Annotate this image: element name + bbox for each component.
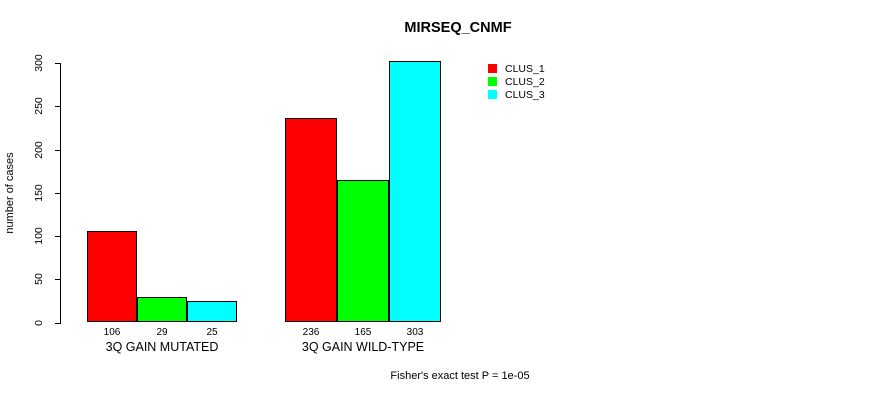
legend-item: CLUS_1 <box>488 62 545 75</box>
y-axis-tick-label: 150 <box>33 184 45 202</box>
legend-item: CLUS_3 <box>488 88 545 101</box>
legend: CLUS_1 CLUS_2 CLUS_3 <box>488 62 545 101</box>
y-axis-tick <box>55 192 61 194</box>
bar-value-label: 165 <box>354 327 372 338</box>
y-axis-title: number of cases <box>4 152 16 234</box>
y-axis-tick <box>55 149 61 151</box>
legend-swatch-icon <box>488 64 497 73</box>
legend-item: CLUS_2 <box>488 75 545 88</box>
legend-swatch-icon <box>488 90 497 99</box>
y-axis-tick-label: 250 <box>33 97 45 116</box>
footnote: Fisher's exact test P = 1e-05 <box>390 370 530 382</box>
legend-label: CLUS_3 <box>505 88 545 101</box>
bar-value-label: 236 <box>302 327 320 338</box>
bar-clus_2 <box>137 297 187 323</box>
legend-label: CLUS_1 <box>505 62 545 75</box>
bar-value-label: 106 <box>103 327 121 338</box>
y-axis-tick-label: 300 <box>33 54 45 72</box>
y-axis-tick <box>55 63 61 65</box>
y-axis-tick <box>55 236 61 238</box>
bar-value-label: 25 <box>206 327 218 338</box>
y-axis-tick-label: 200 <box>33 140 45 159</box>
bar-value-label: 303 <box>406 327 424 338</box>
x-category-label: 3Q GAIN MUTATED <box>105 340 219 354</box>
bar-clus_2 <box>337 179 389 323</box>
chart-title: MIRSEQ_CNMF <box>404 20 512 36</box>
legend-label: CLUS_2 <box>505 75 545 88</box>
bar-clus_3 <box>389 60 441 323</box>
y-axis-tick-label: 0 <box>33 319 45 326</box>
bar-clus_1 <box>87 230 137 323</box>
x-category-label: 3Q GAIN WILD-TYPE <box>301 340 425 354</box>
y-axis-tick-label: 100 <box>33 227 45 245</box>
bar-clus_3 <box>187 300 237 323</box>
y-axis-tick <box>55 322 61 324</box>
y-axis-tick-label: 50 <box>33 273 45 286</box>
bar-value-label: 29 <box>156 327 168 338</box>
y-axis-tick <box>55 279 61 281</box>
bar-clus_1 <box>285 118 337 323</box>
y-axis-tick <box>55 106 61 108</box>
legend-swatch-icon <box>488 77 497 86</box>
